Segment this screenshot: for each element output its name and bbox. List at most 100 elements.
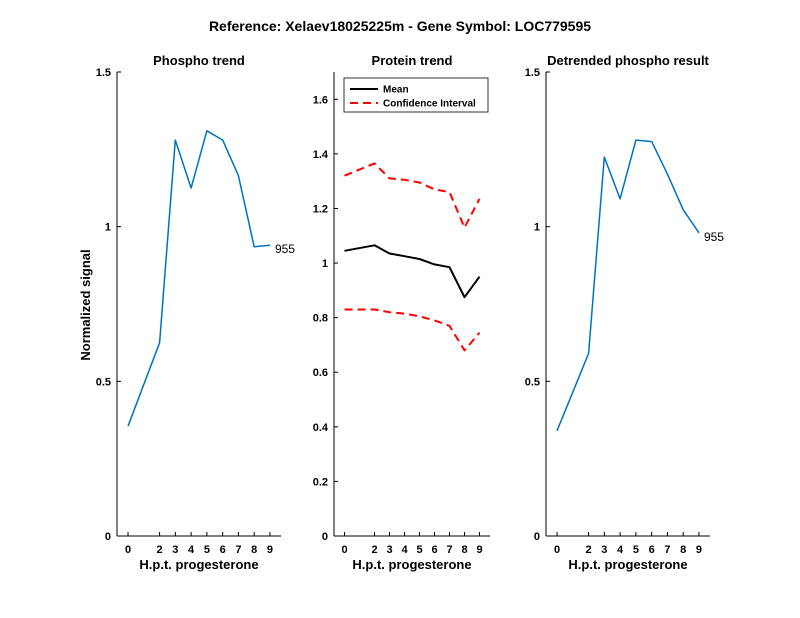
x-tick-label: 2 [371, 544, 377, 556]
data-point [556, 429, 559, 432]
x-tick-label: 0 [125, 544, 131, 556]
x-tick-label: 4 [617, 544, 624, 556]
data-point [343, 308, 346, 311]
y-tick-label: 1 [534, 222, 540, 234]
y-tick-label: 0.8 [313, 313, 328, 325]
data-point [388, 177, 391, 180]
x-tick-label: 7 [235, 544, 241, 556]
legend: Mean Confidence Interval [343, 77, 489, 113]
y-tick-label: 0 [322, 531, 328, 543]
y-tick-label: 0.5 [525, 376, 540, 388]
data-point [418, 257, 421, 260]
x-tick-label: 8 [461, 544, 467, 556]
y-tick-label: 1.5 [96, 67, 111, 79]
panel-title: Phospho trend [153, 53, 245, 68]
y-tick-label: 0.2 [313, 476, 328, 488]
y-tick-label: 0 [534, 531, 540, 543]
x-tick-label: 7 [446, 544, 452, 556]
data-point [650, 140, 653, 143]
data-point [433, 263, 436, 266]
data-point [682, 208, 685, 211]
data-point [373, 244, 376, 247]
data-point [174, 139, 177, 142]
x-tick-label: 0 [341, 544, 347, 556]
y-tick-label: 0.4 [313, 422, 329, 434]
y-tick-label: 1.4 [313, 149, 329, 161]
data-point [373, 308, 376, 311]
chart-panel-2: Protein trend 0 0.2 0.4 0.6 0.8 1 1.2 1.4 1.6 0 2 3 4… [313, 53, 490, 572]
data-point [448, 266, 451, 269]
x-axis-label: H.p.t. progesterone [568, 557, 687, 572]
data-point [158, 341, 161, 344]
data-point [418, 315, 421, 318]
series-line-1 [556, 139, 700, 432]
x-tick-label: 6 [649, 544, 655, 556]
series-line-confidence-interval [344, 162, 481, 229]
x-tick-label: 9 [696, 544, 702, 556]
data-point [237, 174, 240, 177]
series-line-mean [344, 244, 481, 299]
data-point [373, 162, 376, 165]
x-tick-label: 3 [386, 544, 392, 556]
data-point [603, 156, 606, 159]
data-point [634, 139, 637, 142]
data-point [433, 319, 436, 322]
data-point [448, 324, 451, 327]
data-point [478, 331, 481, 334]
y-tick-label: 1.5 [525, 67, 540, 79]
data-point [403, 255, 406, 258]
x-tick-label: 5 [204, 544, 210, 556]
data-point [448, 191, 451, 194]
data-label-end: 955 [704, 230, 724, 244]
y-tick-label: 1 [322, 258, 328, 270]
data-point [388, 311, 391, 314]
y-tick-label: 1.2 [313, 203, 328, 215]
data-point [343, 174, 346, 177]
data-point [619, 197, 622, 200]
data-point [587, 352, 590, 355]
data-point [253, 245, 256, 248]
y-tick-label: 0 [105, 531, 111, 543]
data-point [403, 312, 406, 315]
data-point [478, 275, 481, 278]
x-tick-label: 4 [401, 544, 408, 556]
data-point [418, 181, 421, 184]
data-point [221, 139, 224, 142]
data-point [697, 231, 700, 234]
y-axis-label: Normalized signal [78, 249, 93, 360]
x-tick-label: 9 [267, 544, 273, 556]
x-tick-label: 7 [664, 544, 670, 556]
legend-box [343, 77, 489, 113]
data-point [388, 252, 391, 255]
panel-title: Detrended phospho result [547, 53, 709, 68]
y-tick-label: 1 [105, 222, 111, 234]
x-tick-label: 0 [554, 544, 560, 556]
x-tick-label: 5 [416, 544, 422, 556]
series-line-1 [127, 130, 271, 427]
data-label-end: 955 [275, 242, 295, 256]
x-tick-label: 5 [633, 544, 639, 556]
y-tick-label: 0.6 [313, 367, 328, 379]
data-point [343, 249, 346, 252]
figure-suptitle: Reference: Xelaev18025225m - Gene Symbol… [209, 18, 591, 34]
x-axis-label: H.p.t. progesterone [139, 557, 258, 572]
data-point [205, 129, 208, 132]
data-point [463, 226, 466, 229]
data-point [478, 197, 481, 200]
data-point [433, 188, 436, 191]
data-point [190, 187, 193, 190]
x-tick-label: 8 [680, 544, 686, 556]
y-tick-label: 1.6 [313, 94, 328, 106]
data-point [127, 425, 130, 428]
x-tick-label: 8 [251, 544, 257, 556]
x-tick-label: 9 [476, 544, 482, 556]
legend-label: Mean [383, 85, 409, 96]
data-point [463, 296, 466, 299]
panel-title: Protein trend [372, 53, 453, 68]
chart-panel-3: Detrended phospho result 0 0.5 1 1.5 0 2 3 4 5 6 7 8… [525, 53, 725, 572]
x-tick-label: 6 [431, 544, 437, 556]
x-tick-label: 6 [220, 544, 226, 556]
legend-label: Confidence Interval [383, 99, 476, 110]
